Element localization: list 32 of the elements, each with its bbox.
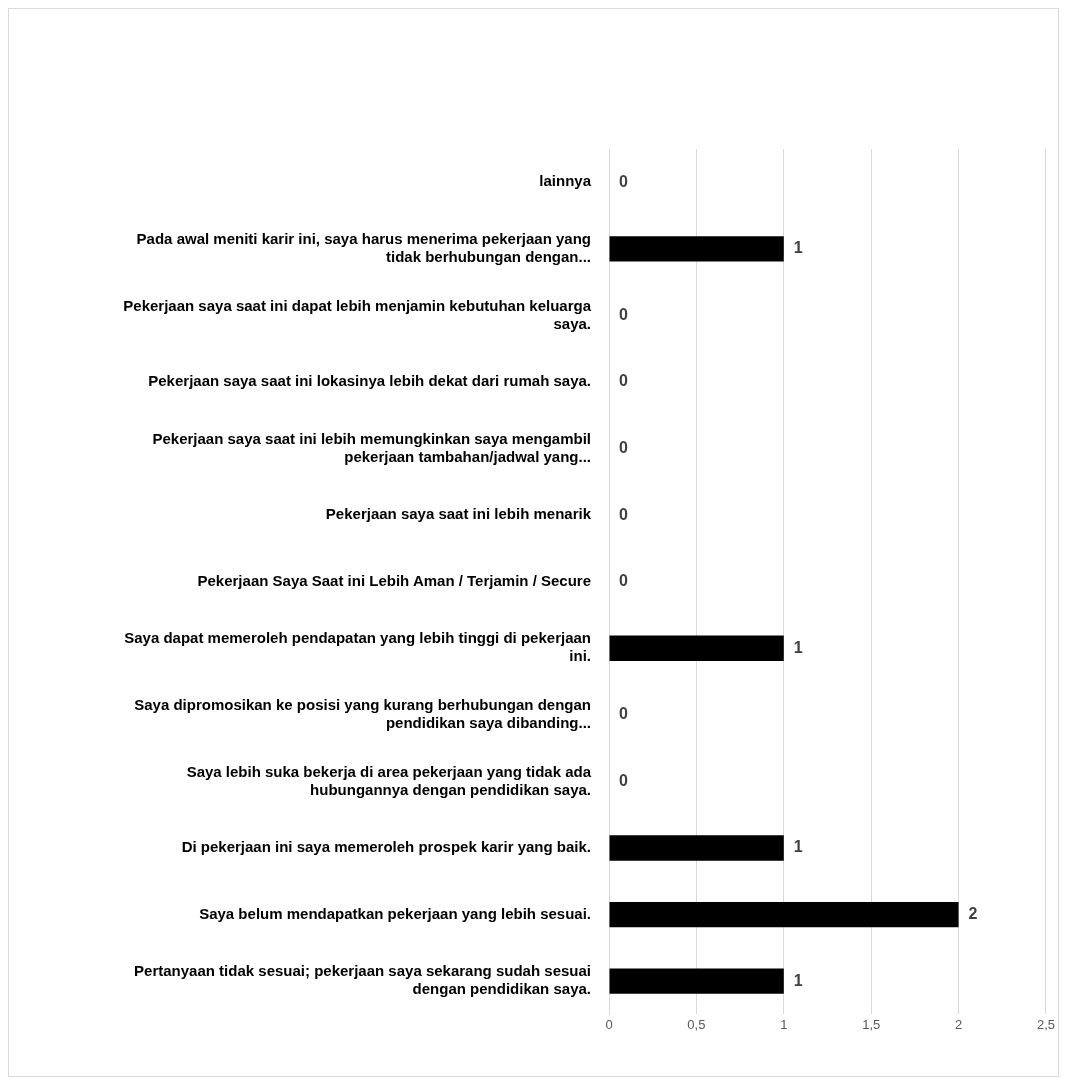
y-tick-label: Saya belum mendapatkan pekerjaan yang lebih sesuai. xyxy=(199,904,591,922)
data-label: 1 xyxy=(793,638,803,656)
y-tick-label: Pertanyaan tidak sesuai; pekerjaan saya sekarang sudah sesuai dengan pendidikan saya. xyxy=(134,962,591,998)
y-tick-label: Pekerjaan saya saat ini lebih menarik xyxy=(325,505,592,523)
y-tick-label: Pekerjaan saya saat ini lebih memungkinkan saya mengambil pekerjaan tambahan/jadwal yang... xyxy=(152,429,591,465)
data-label: 1 xyxy=(793,971,803,989)
y-tick-label: Pekerjaan Saya Saat ini Lebih Aman / Terjamin / Secure xyxy=(197,571,591,589)
data-label: 0 xyxy=(619,771,628,789)
x-tick-label: 1 xyxy=(780,1016,788,1032)
data-label: 0 xyxy=(619,438,628,456)
x-tick-label: 0,5 xyxy=(687,1016,706,1032)
x-tick-label: 1,5 xyxy=(862,1016,881,1032)
data-label: 0 xyxy=(619,305,628,323)
y-tick-label: Di pekerjaan ini saya memeroleh prospek karir yang baik. xyxy=(181,838,591,856)
data-label: 0 xyxy=(619,572,628,590)
data-label: 0 xyxy=(619,505,628,523)
y-tick-label: Saya dipromosikan ke posisi yang kurang berhubungan dengan pendidikan saya dibanding... xyxy=(134,695,591,731)
data-label: 0 xyxy=(619,172,628,190)
y-tick-label: Saya dapat memeroleh pendapatan yang lebih tinggi di pekerjaan ini. xyxy=(124,629,591,665)
x-tick-label: 2 xyxy=(954,1016,963,1032)
x-tick-label: 2,5 xyxy=(1036,1016,1055,1032)
data-label: 1 xyxy=(793,838,803,856)
y-tick-label: Pekerjaan saya saat ini lokasinya lebih dekat dari rumah saya. xyxy=(148,372,591,390)
x-tick-label: 0 xyxy=(605,1016,613,1032)
y-tick-label: Pekerjaan saya saat ini dapat lebih menjamin kebutuhan keluarga saya. xyxy=(123,296,592,332)
y-tick-label: Pada awal meniti karir ini, saya harus menerima pekerjaan yang tidak berhubungan dengan... xyxy=(136,229,591,265)
data-label: 0 xyxy=(619,705,628,723)
data-label: 1 xyxy=(793,239,803,257)
data-label: 2 xyxy=(968,904,978,922)
y-tick-label: Saya lebih suka bekerja di area pekerjaan yang tidak ada hubungannya dengan pendidikan saya. xyxy=(186,762,592,798)
y-tick-label: lainnya xyxy=(539,172,592,190)
data-label: 0 xyxy=(619,372,628,390)
